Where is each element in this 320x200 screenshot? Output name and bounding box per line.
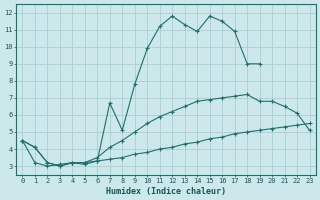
X-axis label: Humidex (Indice chaleur): Humidex (Indice chaleur) bbox=[106, 187, 226, 196]
